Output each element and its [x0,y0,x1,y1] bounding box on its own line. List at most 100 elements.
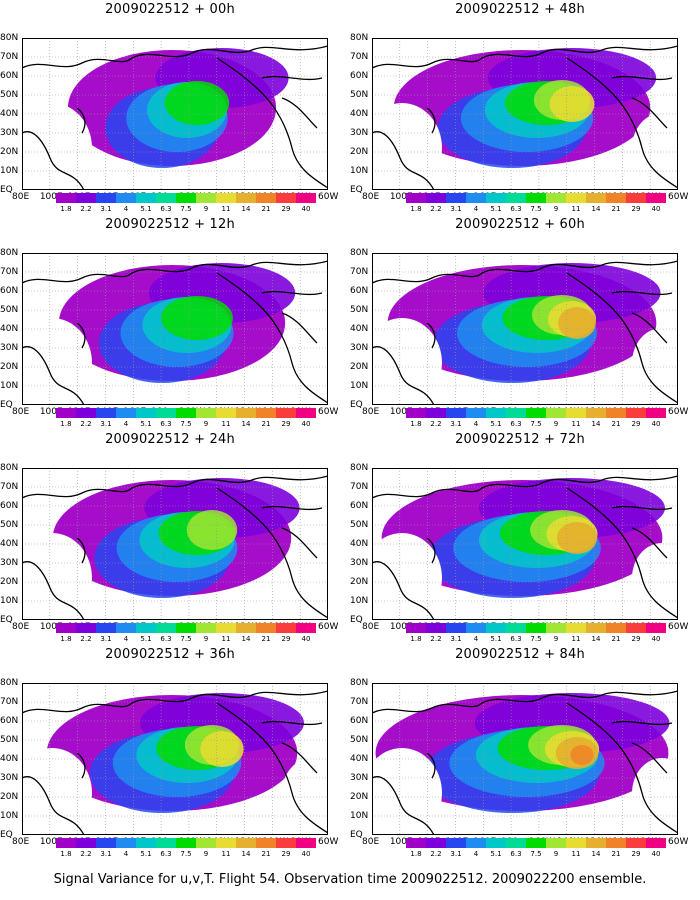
colorbar-label: 40 [651,635,661,643]
colorbar-label: 3.1 [450,205,462,213]
colorbar-label: 4 [123,420,129,428]
latitude-label: 70N [350,267,369,277]
colorbar-label: 3.1 [100,850,112,858]
colorbar-label: 6.3 [160,635,172,643]
colorbar-swatch [176,408,196,418]
colorbar: 1.8 2.2 3.1 4 5.1 6.3 7.5 9 11 14 21 29 40 [406,193,666,215]
latitude-label: 30N [0,773,19,783]
latitude-label: 20N [350,577,369,587]
colorbar-label: 40 [301,420,311,428]
panel-title: 2009022512 + 12h [105,217,235,232]
latitude-label: 70N [350,52,369,62]
latitude-label: 70N [350,697,369,707]
latitude-label: 40N [350,324,369,334]
colorbar-label: 7.5 [180,205,192,213]
colorbar-label: 5.1 [490,850,502,858]
colorbar-label: 9 [553,850,559,858]
map-panel: 2009022512 + 36h 80N 70N 60N 50N 40N 30N 20N 10N… [0,645,342,863]
colorbar-swatch [296,838,316,848]
colorbar-label: 11 [221,635,231,643]
colorbar-label: 7.5 [530,850,542,858]
colorbar-swatch [526,838,546,848]
latitude-label: 10N [350,811,369,821]
colorbar-swatch [276,838,296,848]
colorbar-swatch [216,193,236,203]
colorbar-swatch [406,838,426,848]
colorbar-label: 2.2 [80,850,92,858]
colorbar-label: 29 [281,420,291,428]
colorbar-swatch [136,193,156,203]
colorbar-swatch [626,193,646,203]
colorbar-swatch [116,623,136,633]
latitude-label: 70N [0,267,19,277]
variance-map [362,253,692,409]
longitude-label: 100E [39,407,63,417]
colorbar-label: 9 [203,205,209,213]
map-panel: 2009022512 + 84h 80N 70N 60N 50N 40N 30N 20N 10N… [350,645,692,863]
colorbar-swatch [156,623,176,633]
latitude-label: 40N [0,754,19,764]
longitude-label: 80E [362,837,380,847]
colorbar-swatch [406,408,426,418]
colorbar-label: 6.3 [160,420,172,428]
longitude-label: 60W [668,837,689,847]
colorbar-swatch [626,623,646,633]
colorbar-label: 40 [301,205,311,213]
latitude-label: EQ [350,615,363,625]
colorbar: 1.8 2.2 3.1 4 5.1 6.3 7.5 9 11 14 21 29 40 [56,193,316,215]
colorbar-swatch [486,408,506,418]
longitude-label: 100E [389,192,413,202]
colorbar-label: 2.2 [80,205,92,213]
colorbar-swatch [216,838,236,848]
latitude-label: EQ [0,185,13,195]
colorbar-label: 9 [553,205,559,213]
colorbar-swatch [466,408,486,418]
colorbar-label: 14 [241,205,251,213]
latitude-label: 40N [350,539,369,549]
colorbar-swatch [486,838,506,848]
colorbar-swatch [296,408,316,418]
colorbar-swatch [116,408,136,418]
latitude-label: EQ [350,830,363,840]
colorbar-swatch [56,838,76,848]
colorbar-label: 9 [203,850,209,858]
colorbar-label: 1.8 [60,420,72,428]
longitude-label: 60W [318,192,339,202]
variance-map [362,683,692,839]
variance-map [12,468,342,624]
colorbar-label: 3.1 [450,850,462,858]
latitude-label: 70N [0,52,19,62]
colorbar-swatch [566,838,586,848]
latitude-label: 10N [350,166,369,176]
colorbar-label: 14 [241,635,251,643]
colorbar-label: 4 [473,850,479,858]
colorbar-label: 9 [553,635,559,643]
latitude-label: 10N [350,596,369,606]
colorbar: 1.8 2.2 3.1 4 5.1 6.3 7.5 9 11 14 21 29 40 [406,623,666,645]
colorbar-label: 2.2 [80,635,92,643]
colorbar-swatch [276,193,296,203]
colorbar-swatch [96,408,116,418]
colorbar-swatch [156,838,176,848]
colorbar-swatch [256,193,276,203]
figure-caption: Signal Variance for u,v,T. Flight 54. Ob… [53,872,647,887]
colorbar-label: 6.3 [510,635,522,643]
colorbar-swatch [216,623,236,633]
colorbar-label: 21 [611,205,621,213]
colorbar-swatch [176,623,196,633]
colorbar-swatch [546,408,566,418]
latitude-label: 40N [0,324,19,334]
colorbar-label: 11 [221,205,231,213]
colorbar-swatch [236,623,256,633]
colorbar-swatch [466,838,486,848]
colorbar-label: 3.1 [100,420,112,428]
latitude-label: 10N [0,166,19,176]
colorbar-label: 21 [261,420,271,428]
colorbar-swatch [646,408,666,418]
panel-title: 2009022512 + 48h [455,2,585,17]
latitude-label: 20N [0,792,19,802]
colorbar-label: 6.3 [510,420,522,428]
colorbar-swatch [196,408,216,418]
longitude-label: 60W [668,407,689,417]
colorbar-label: 1.8 [410,635,422,643]
